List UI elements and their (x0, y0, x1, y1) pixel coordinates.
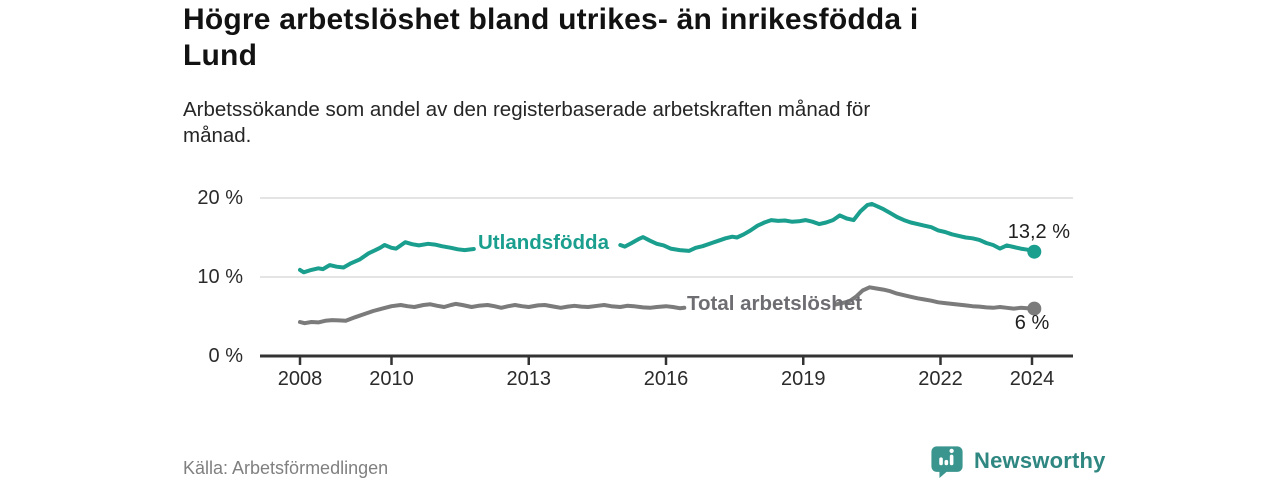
page-subtitle: Arbetssökande som andel av den registerb… (183, 98, 871, 147)
series-inline-label-total-arbetsl-shet: Total arbetslöshet (687, 292, 863, 315)
newsworthy-logo-icon (931, 446, 963, 478)
series-inline-label-utlandsf-dda: Utlandsfödda (478, 231, 609, 254)
newsworthy-logo-text: Newsworthy (974, 448, 1106, 473)
y-tick-label: 10 % (197, 266, 243, 288)
series-line-utlandsf-dda (618, 201, 1037, 254)
series-end-label-total-arbetsl-shet: 6 % (1014, 312, 1050, 334)
series-end-label-utlandsf-dda: 13,2 % (1007, 221, 1070, 243)
x-tick-label: 2024 (1009, 368, 1055, 390)
series-line-total-arbetsl-shet (298, 301, 687, 326)
source-text: Källa: Arbetsförmedlingen (183, 458, 389, 478)
x-tick-label: 2016 (643, 368, 689, 390)
series-end-dot-utlandsf-dda (1027, 244, 1042, 259)
newsworthy-logo: Newsworthy (930, 444, 1106, 478)
x-tick-label: 2013 (506, 368, 552, 390)
page-title: Högre arbetslöshet bland utrikes- än inr… (183, 3, 919, 72)
series-line-total-arbetsl-shet (833, 285, 1037, 311)
y-tick-label: 0 % (208, 345, 243, 367)
x-tick-label: 2019 (781, 368, 826, 390)
series-end-dot-total-arbetsl-shet (1027, 301, 1042, 316)
y-tick-label: 20 % (197, 187, 243, 209)
x-tick-label: 2008 (277, 368, 323, 390)
x-tick-label: 2022 (918, 368, 963, 390)
series-line-utlandsf-dda (298, 240, 476, 275)
x-tick-label: 2010 (369, 368, 414, 390)
